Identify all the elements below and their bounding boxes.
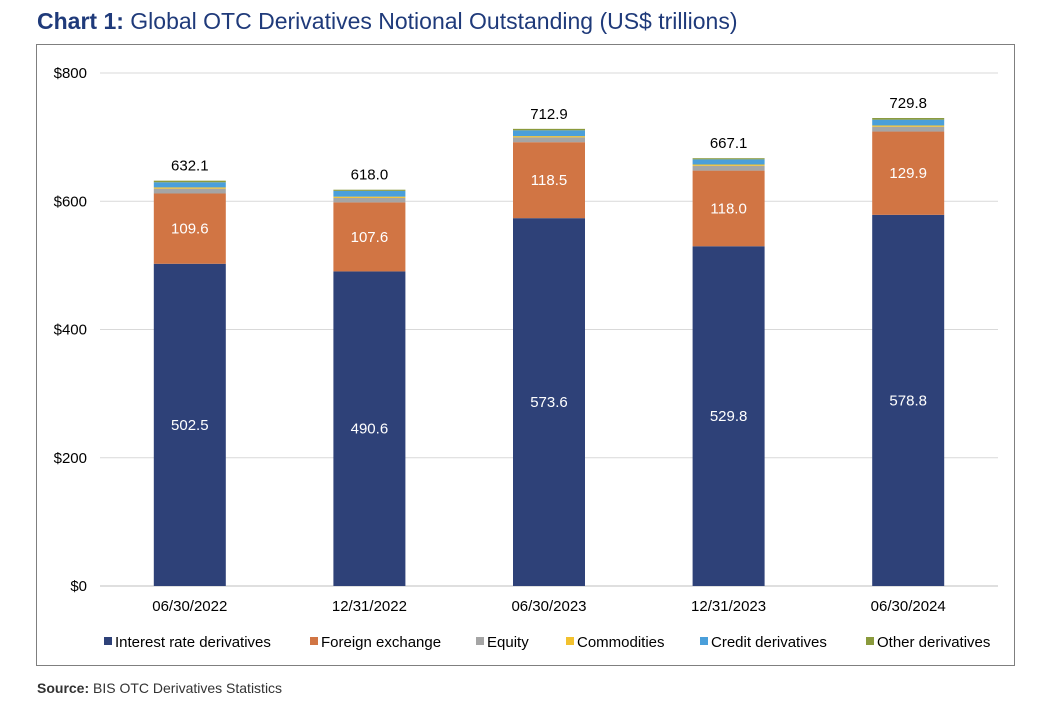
bar-segment bbox=[153, 180, 226, 183]
legend-label: Foreign exchange bbox=[321, 634, 441, 651]
bar-segment bbox=[872, 126, 945, 132]
bar-segment bbox=[153, 182, 226, 188]
bar-segment bbox=[513, 130, 585, 137]
bar-segment bbox=[692, 158, 765, 160]
legend-swatch bbox=[700, 637, 708, 645]
source-note: Source: BIS OTC Derivatives Statistics bbox=[37, 680, 282, 696]
bar-segment bbox=[692, 165, 765, 171]
bar-segment bbox=[513, 137, 585, 143]
source-text: BIS OTC Derivatives Statistics bbox=[93, 680, 283, 696]
chart-title: Chart 1: Global OTC Derivatives Notional… bbox=[37, 8, 737, 35]
y-tick-label: $400 bbox=[54, 322, 87, 339]
x-tick-label: 06/30/2023 bbox=[511, 598, 586, 615]
bar-segment bbox=[692, 170, 765, 247]
legend-label: Interest rate derivatives bbox=[115, 634, 271, 651]
y-tick-label: $600 bbox=[54, 193, 87, 210]
bar-segment bbox=[513, 218, 585, 586]
legend-label: Commodities bbox=[577, 634, 665, 651]
bar-segment bbox=[692, 159, 765, 165]
legend-swatch bbox=[310, 637, 318, 645]
bar-value-label: 578.8 bbox=[889, 392, 927, 409]
bar-value-label: 118.5 bbox=[531, 172, 567, 189]
bar-segment bbox=[333, 189, 406, 191]
bar-segment bbox=[872, 118, 945, 120]
bar-value-label: 109.6 bbox=[171, 221, 209, 238]
bar-total-label: 667.1 bbox=[710, 135, 748, 152]
bar-segment bbox=[153, 263, 226, 586]
bar-value-label: 129.9 bbox=[889, 165, 927, 182]
legend-label: Equity bbox=[487, 634, 529, 651]
bar-total-label: 618.0 bbox=[351, 167, 389, 184]
x-tick-label: 12/31/2022 bbox=[332, 598, 407, 615]
legend-label: Credit derivatives bbox=[711, 634, 827, 651]
bar-segment bbox=[692, 246, 765, 586]
bar-value-label: 529.8 bbox=[710, 408, 748, 425]
bar-segment bbox=[513, 128, 585, 131]
chart-title-lead: Chart 1: bbox=[37, 8, 124, 34]
bar-segment bbox=[872, 131, 945, 215]
x-tick-label: 12/31/2023 bbox=[691, 598, 766, 615]
legend-swatch bbox=[866, 637, 874, 645]
bar-segment bbox=[333, 271, 406, 586]
bar-segment bbox=[872, 214, 945, 587]
legend-label: Other derivatives bbox=[877, 634, 990, 651]
bar-segment bbox=[153, 187, 226, 189]
bar-value-label: 107.6 bbox=[351, 229, 389, 246]
legend-swatch bbox=[566, 637, 574, 645]
bar-total-label: 632.1 bbox=[171, 158, 209, 175]
bar-segment bbox=[153, 193, 226, 264]
bar-segment bbox=[692, 164, 765, 166]
y-tick-label: $200 bbox=[54, 450, 87, 467]
source-lead: Source: bbox=[37, 680, 90, 696]
bar-segment bbox=[872, 125, 945, 127]
bar-segment bbox=[333, 190, 406, 197]
bar-segment bbox=[513, 142, 585, 219]
bar-value-label: 490.6 bbox=[351, 421, 389, 438]
bar-segment bbox=[333, 197, 406, 203]
x-tick-label: 06/30/2024 bbox=[871, 598, 946, 615]
y-tick-label: $0 bbox=[70, 578, 87, 595]
y-tick-label: $800 bbox=[54, 65, 87, 82]
bar-segment bbox=[872, 119, 945, 126]
bar-segment bbox=[153, 188, 226, 194]
bar-segment bbox=[333, 196, 406, 198]
chart-title-text: Global OTC Derivatives Notional Outstand… bbox=[130, 8, 738, 34]
bar-total-label: 712.9 bbox=[530, 106, 568, 123]
bar-total-label: 729.8 bbox=[889, 95, 927, 112]
bar-segment bbox=[513, 136, 585, 138]
legend-swatch bbox=[476, 637, 484, 645]
bar-value-label: 502.5 bbox=[171, 417, 209, 434]
bar-value-label: 118.0 bbox=[710, 200, 746, 217]
bar-value-label: 573.6 bbox=[530, 394, 568, 411]
legend-swatch bbox=[104, 637, 112, 645]
bar-segment bbox=[333, 202, 406, 272]
x-tick-label: 06/30/2022 bbox=[152, 598, 227, 615]
